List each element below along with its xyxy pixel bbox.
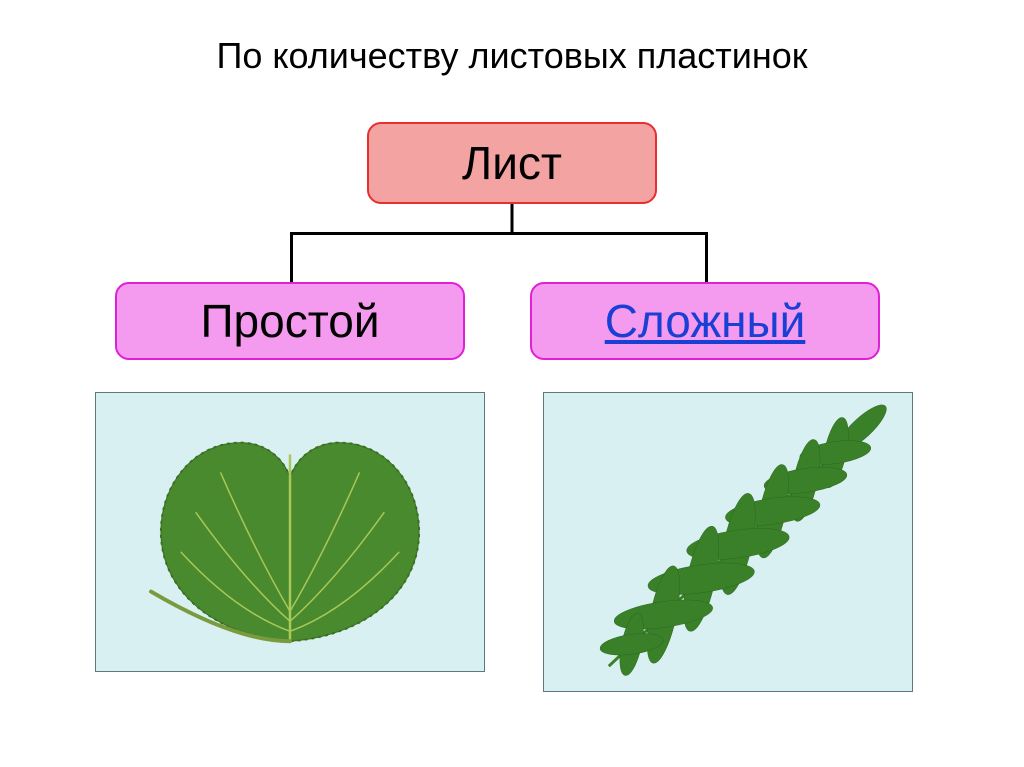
simple-leaf-icon: [96, 393, 484, 671]
simple-leaf-image: [95, 392, 485, 672]
root-label: Лист: [462, 136, 562, 190]
page-title: По количеству листовых пластинок: [0, 0, 1024, 77]
compound-leaf-icon: [544, 393, 912, 691]
leaflets-group: [599, 399, 892, 678]
root-node: Лист: [367, 122, 657, 204]
child-label-link[interactable]: Сложный: [605, 294, 806, 348]
connector-line: [290, 232, 705, 235]
child-node-simple: Простой: [115, 282, 465, 360]
child-node-compound[interactable]: Сложный: [530, 282, 880, 360]
connector-line: [705, 232, 708, 282]
connector-line: [290, 232, 293, 282]
child-label: Простой: [200, 294, 379, 348]
compound-leaf-image: [543, 392, 913, 692]
connector-line: [511, 204, 514, 232]
